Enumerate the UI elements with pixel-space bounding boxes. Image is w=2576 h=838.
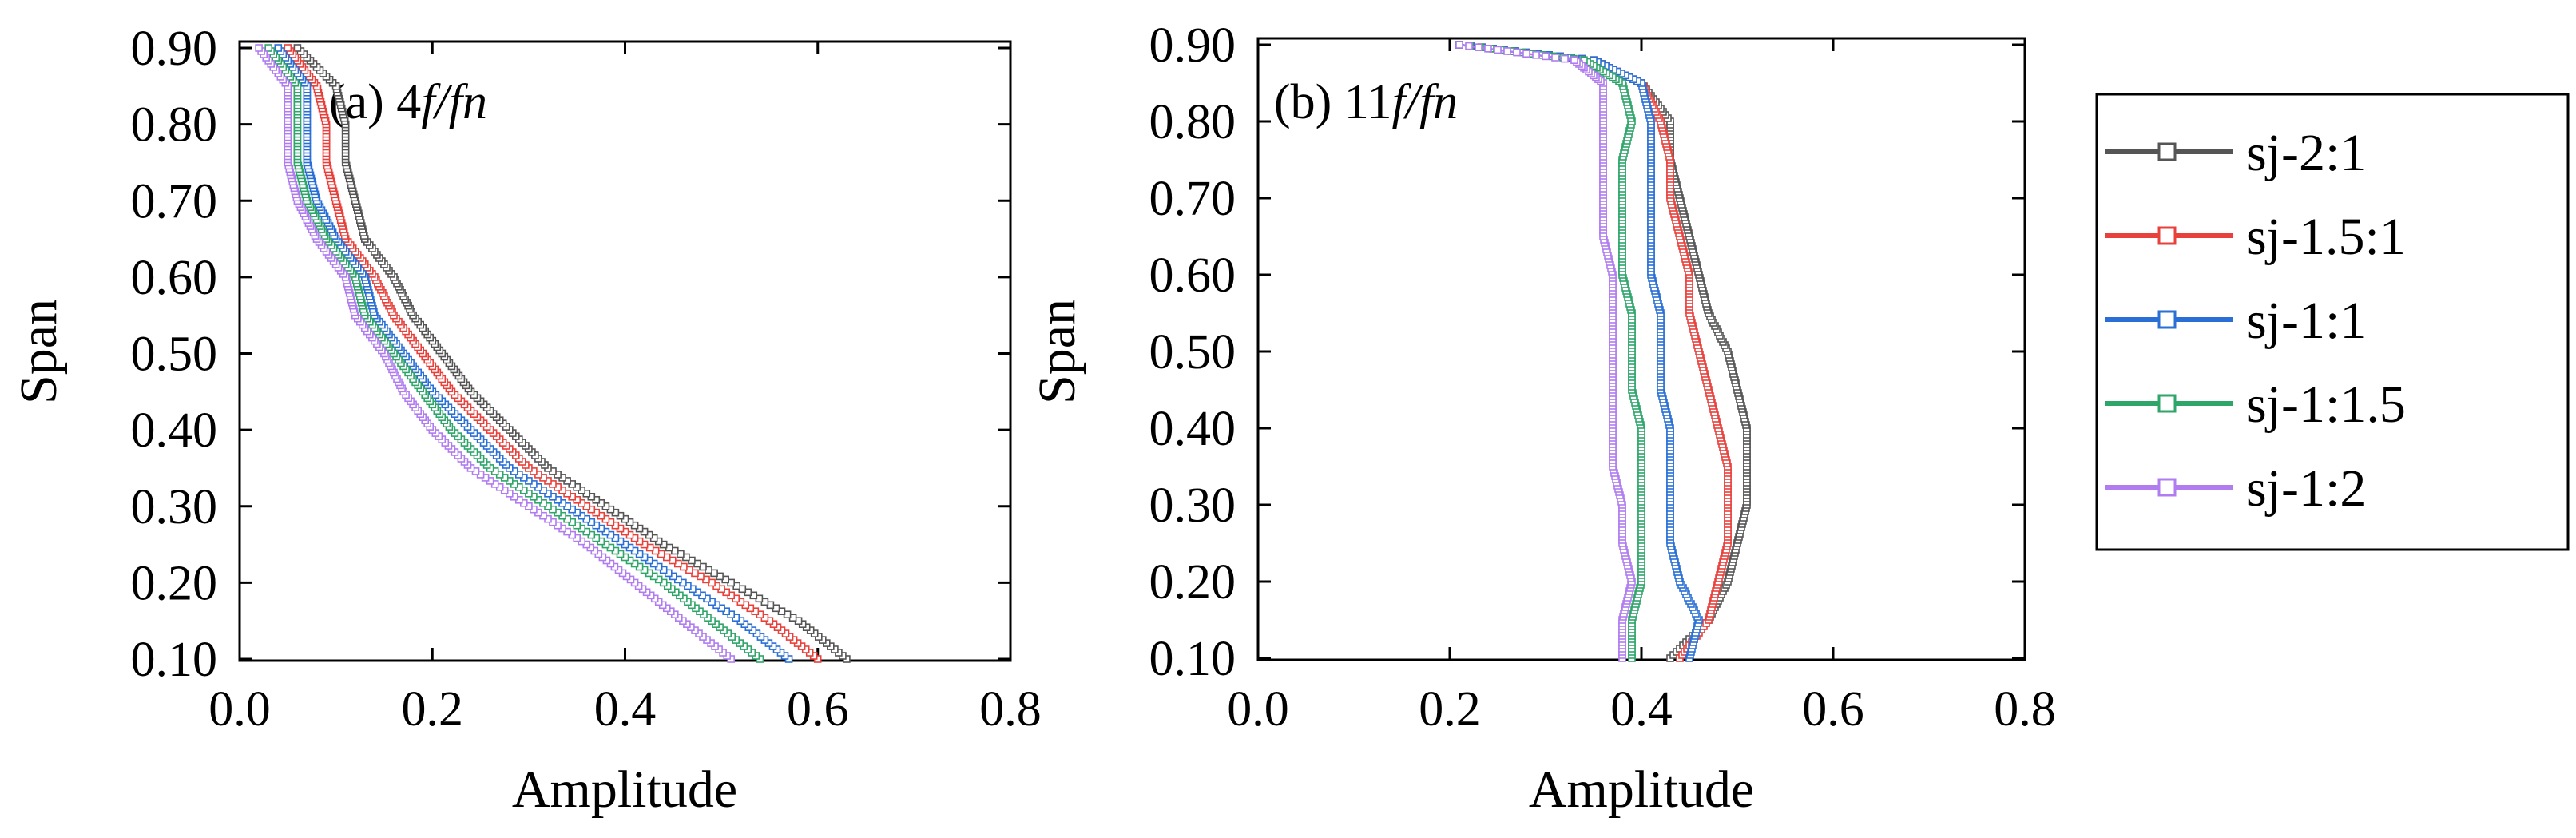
- panel-b-series: [1455, 41, 1751, 662]
- y-tick-label: 0.20: [1149, 555, 1236, 610]
- series-point-sj-1-2: [1475, 43, 1482, 52]
- y-tick-label: 0.40: [1149, 402, 1236, 456]
- x-tick-label: 0.0: [1227, 682, 1289, 737]
- panel-a-x-label: Amplitude: [512, 761, 737, 819]
- series-point-sj-1-2: [1542, 52, 1550, 61]
- x-tick-label: 0.6: [787, 682, 849, 737]
- x-tick-label: 0.8: [979, 682, 1042, 737]
- panel-a: (a) 4f/fn 0.100.200.300.400.500.600.700.…: [10, 22, 1042, 819]
- series-point-sj-1-2: [1570, 56, 1578, 64]
- panel-b-y-label: Span: [1028, 299, 1086, 404]
- series-point-sj-1-1-5: [264, 44, 273, 52]
- y-tick-label: 0.10: [1149, 632, 1236, 686]
- panel-a-title-italic: f/fn: [421, 75, 487, 129]
- legend-label-sj-1-1-5: sj-1:1.5: [2246, 375, 2406, 434]
- panel-b-x-ticks: 0.0 0.2 0.4 0.6 0.8: [1227, 38, 2056, 737]
- x-tick-label: 0.8: [1994, 682, 2056, 737]
- legend-marker-sj-2-1: [2157, 142, 2177, 161]
- panel-b-x-label: Amplitude: [1529, 761, 1754, 819]
- series-point-sj-1-2: [1465, 42, 1473, 50]
- series-point-sj-1-2: [1455, 41, 1463, 49]
- panel-a-series: [255, 44, 851, 663]
- y-tick-label: 0.40: [131, 403, 218, 458]
- panel-b-title-prefix: (b) 11: [1274, 75, 1392, 129]
- panel-a-x-ticks: 0.0 0.2 0.4 0.6 0.8: [208, 42, 1042, 737]
- y-tick-label: 0.60: [1149, 248, 1236, 303]
- y-tick-label: 0.10: [131, 633, 218, 687]
- series-point-sj-1-2: [255, 44, 263, 52]
- legend-label-sj-2-1: sj-2:1: [2246, 124, 2366, 182]
- panel-b-y-ticks: 0.10 0.20 0.30 0.40 0.50 0.60 0.70 0.80 0.90: [1149, 18, 2025, 686]
- legend: sj-2:1 sj-1.5:1 sj-1:1 sj-1:1.5 sj-1:2: [2095, 93, 2570, 551]
- series-point-sj-2-1: [293, 44, 302, 52]
- series-point-sj-1-2: [1551, 54, 1559, 62]
- series-point-sj-1-1: [274, 44, 283, 52]
- panel-a-y-label: Span: [10, 299, 68, 404]
- panel-a-y-ticks: 0.10 0.20 0.30 0.40 0.50 0.60 0.70 0.80 0.90: [131, 22, 1010, 687]
- x-tick-label: 0.2: [402, 682, 464, 737]
- legend-marker-sj-1-1: [2157, 310, 2177, 329]
- y-tick-label: 0.70: [1149, 172, 1236, 226]
- x-tick-label: 0.4: [594, 682, 657, 737]
- series-point-sj-1-2: [1522, 50, 1530, 58]
- y-tick-label: 0.90: [1149, 18, 1236, 73]
- series-line-sj-1-5-1: [1459, 43, 1729, 659]
- y-tick-label: 0.60: [131, 251, 218, 305]
- y-tick-label: 0.80: [131, 98, 218, 153]
- legend-label-sj-1-1: sj-1:1: [2246, 292, 2366, 350]
- panel-b: (b) 11f/fn 0.100.200.300.400.500.600.700…: [1028, 18, 2056, 819]
- x-tick-label: 0.2: [1419, 682, 1481, 737]
- y-tick-label: 0.50: [131, 328, 218, 382]
- series-point-sj-1-2: [1513, 48, 1521, 57]
- series-point-sj-1-5-1: [284, 44, 292, 52]
- x-tick-label: 0.6: [1802, 682, 1864, 737]
- x-tick-label: 0.4: [1610, 682, 1673, 737]
- y-tick-label: 0.50: [1149, 325, 1236, 379]
- panel-b-title-italic: f/fn: [1392, 75, 1459, 129]
- legend-marker-sj-1-5-1: [2157, 226, 2177, 245]
- x-tick-label: 0.0: [208, 682, 271, 737]
- legend-marker-sj-1-2: [2157, 478, 2177, 497]
- legend-marker-sj-1-1-5: [2157, 394, 2177, 413]
- series-point-sj-1-2: [1503, 47, 1511, 55]
- y-tick-label: 0.90: [131, 22, 218, 76]
- panel-a-frame: [238, 40, 1012, 662]
- series-line-sj-1-5-1: [287, 47, 819, 660]
- panel-a-title: (a) 4f/fn: [329, 75, 487, 129]
- series-point-sj-1-2: [1484, 44, 1492, 53]
- y-tick-label: 0.70: [131, 174, 218, 228]
- series-point-sj-1-2: [1532, 51, 1540, 59]
- y-tick-label: 0.30: [1149, 479, 1236, 533]
- y-tick-label: 0.20: [131, 556, 218, 610]
- legend-label-sj-1-5-1: sj-1.5:1: [2246, 208, 2406, 266]
- legend-entries: sj-2:1 sj-1.5:1 sj-1:1 sj-1:1.5 sj-1:2: [2105, 124, 2406, 518]
- legend-label-sj-1-2: sj-1:2: [2246, 459, 2366, 518]
- panel-b-title: (b) 11f/fn: [1274, 75, 1458, 129]
- y-tick-label: 0.30: [131, 480, 218, 534]
- y-tick-label: 0.80: [1149, 95, 1236, 149]
- series-point-sj-1-2: [1561, 54, 1569, 63]
- series-point-sj-1-2: [1494, 46, 1502, 54]
